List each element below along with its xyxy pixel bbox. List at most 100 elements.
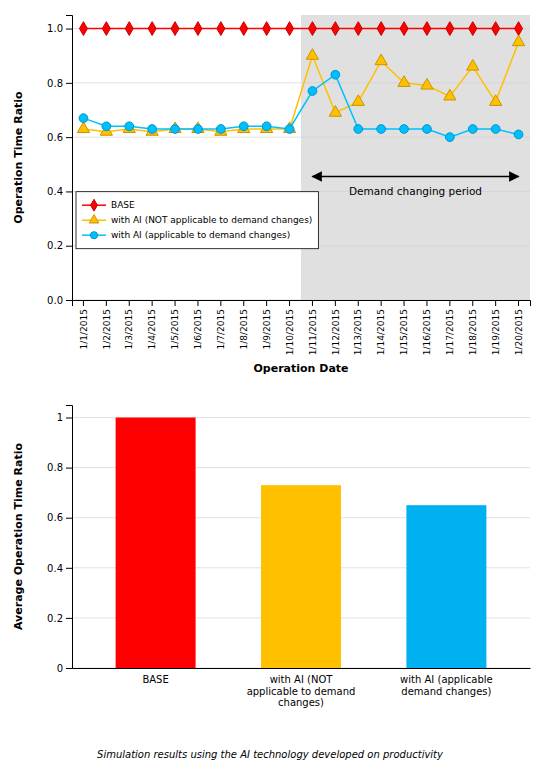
x-tick: BASE xyxy=(142,668,168,685)
legend-entry: with AI (NOT applicable to demand change… xyxy=(82,215,312,226)
tick-mark xyxy=(495,300,496,306)
axis-line xyxy=(73,668,531,669)
point xyxy=(146,125,158,136)
x-tick: 1/8/2015 xyxy=(239,300,249,349)
point xyxy=(445,133,454,142)
tick-label: 1/18/2015 xyxy=(468,309,478,355)
tick-label: 1/15/2015 xyxy=(399,309,409,355)
legend-label: with AI (NOT applicable to demand change… xyxy=(111,215,312,225)
point xyxy=(490,95,502,106)
tick-mark xyxy=(66,137,72,138)
tick-mark xyxy=(66,191,72,192)
tick-mark xyxy=(152,300,153,306)
point xyxy=(171,22,179,36)
y-tick: 0.6 xyxy=(47,512,72,523)
point xyxy=(283,122,295,133)
y-tick: 0.2 xyxy=(47,240,72,251)
x-tick: 1/18/2015 xyxy=(468,300,478,355)
x-tick: 1/14/2015 xyxy=(376,300,386,355)
plot-marks xyxy=(116,418,487,668)
tick-mark xyxy=(404,300,405,306)
x-axis-title: Operation Date xyxy=(253,362,348,375)
annotation-arrow xyxy=(312,176,518,178)
tick-label: 0.4 xyxy=(47,563,63,574)
grid-line xyxy=(72,28,530,29)
y-axis: 00.20.40.60.81 xyxy=(47,406,72,674)
point xyxy=(492,22,500,36)
point xyxy=(238,122,250,133)
legend: BASEwith AI (NOT applicable to demand ch… xyxy=(76,192,318,249)
point xyxy=(400,22,408,36)
x-tick: 1/20/2015 xyxy=(514,300,524,355)
x-tick: 1/10/2015 xyxy=(285,300,295,355)
tick-label: 0.4 xyxy=(47,186,63,197)
tick-label: with AI (NOTapplicable to demandchanges) xyxy=(247,674,356,708)
point xyxy=(79,114,88,123)
tick-label: 1/4/2015 xyxy=(147,309,157,349)
point xyxy=(285,125,294,134)
y-tick: 0.0 xyxy=(47,295,72,306)
bar-chart: 00.20.40.60.81Average Operation Time Rat… xyxy=(12,406,531,709)
tick-label: 1/17/2015 xyxy=(445,309,455,355)
series-line xyxy=(83,75,518,137)
series-line xyxy=(83,42,518,132)
grid xyxy=(72,29,530,300)
series xyxy=(79,70,523,141)
x-tick: 1/11/2015 xyxy=(308,300,318,355)
tick-mark xyxy=(266,300,267,306)
x-axis: 1/1/2015 1/2/2015 1/3/2015 1/4/2015 1/5/2015… xyxy=(73,300,531,355)
point xyxy=(239,122,248,131)
grid-line xyxy=(72,137,530,138)
point xyxy=(102,122,111,131)
point xyxy=(217,22,225,36)
point xyxy=(125,22,133,36)
point xyxy=(171,125,180,134)
tick-mark xyxy=(289,300,290,306)
point xyxy=(491,125,500,134)
tick-label: 0.8 xyxy=(47,462,63,473)
point xyxy=(262,122,271,131)
legend-swatch xyxy=(90,232,97,239)
point xyxy=(102,22,110,36)
tick-mark xyxy=(449,300,450,306)
y-tick: 0 xyxy=(57,663,72,674)
x-tick: 1/1/2015 xyxy=(79,300,89,349)
point xyxy=(194,125,203,134)
tick-mark xyxy=(66,518,72,519)
point xyxy=(194,22,202,36)
tick-mark xyxy=(381,300,382,306)
plot-marks xyxy=(77,22,524,142)
tick-label: 1/2/2015 xyxy=(102,309,112,349)
tick-mark xyxy=(66,618,72,619)
point xyxy=(77,122,89,133)
legend-label: with AI (applicable to demand changes) xyxy=(111,230,290,240)
tick-mark xyxy=(66,418,72,419)
y-tick: 0.4 xyxy=(47,186,72,197)
tick-mark xyxy=(243,300,244,306)
point xyxy=(423,125,432,134)
x-axis: BASE with AI (NOTapplicable to demandchan… xyxy=(73,668,531,708)
point xyxy=(329,106,341,117)
y-tick: 1.0 xyxy=(47,23,72,34)
tick-label: 0.2 xyxy=(47,240,63,251)
point xyxy=(377,22,385,36)
tick-label: 1/5/2015 xyxy=(170,309,180,349)
x-tick: 1/15/2015 xyxy=(399,300,409,355)
point xyxy=(331,70,340,79)
tick-mark xyxy=(312,300,313,306)
x-tick: 1/2/2015 xyxy=(102,300,112,349)
point xyxy=(421,78,433,89)
tick-label: 0.6 xyxy=(47,512,63,523)
x-tick: 1/3/2015 xyxy=(124,300,134,349)
tick-label: 0.2 xyxy=(47,613,63,624)
point xyxy=(444,89,456,100)
point xyxy=(79,22,87,36)
point xyxy=(469,22,477,36)
point xyxy=(215,125,227,136)
tick-label: 1/10/2015 xyxy=(285,309,295,355)
point xyxy=(468,125,477,134)
tick-label: 0.0 xyxy=(47,295,63,306)
point xyxy=(263,22,271,36)
point xyxy=(398,76,410,87)
point xyxy=(400,125,409,134)
